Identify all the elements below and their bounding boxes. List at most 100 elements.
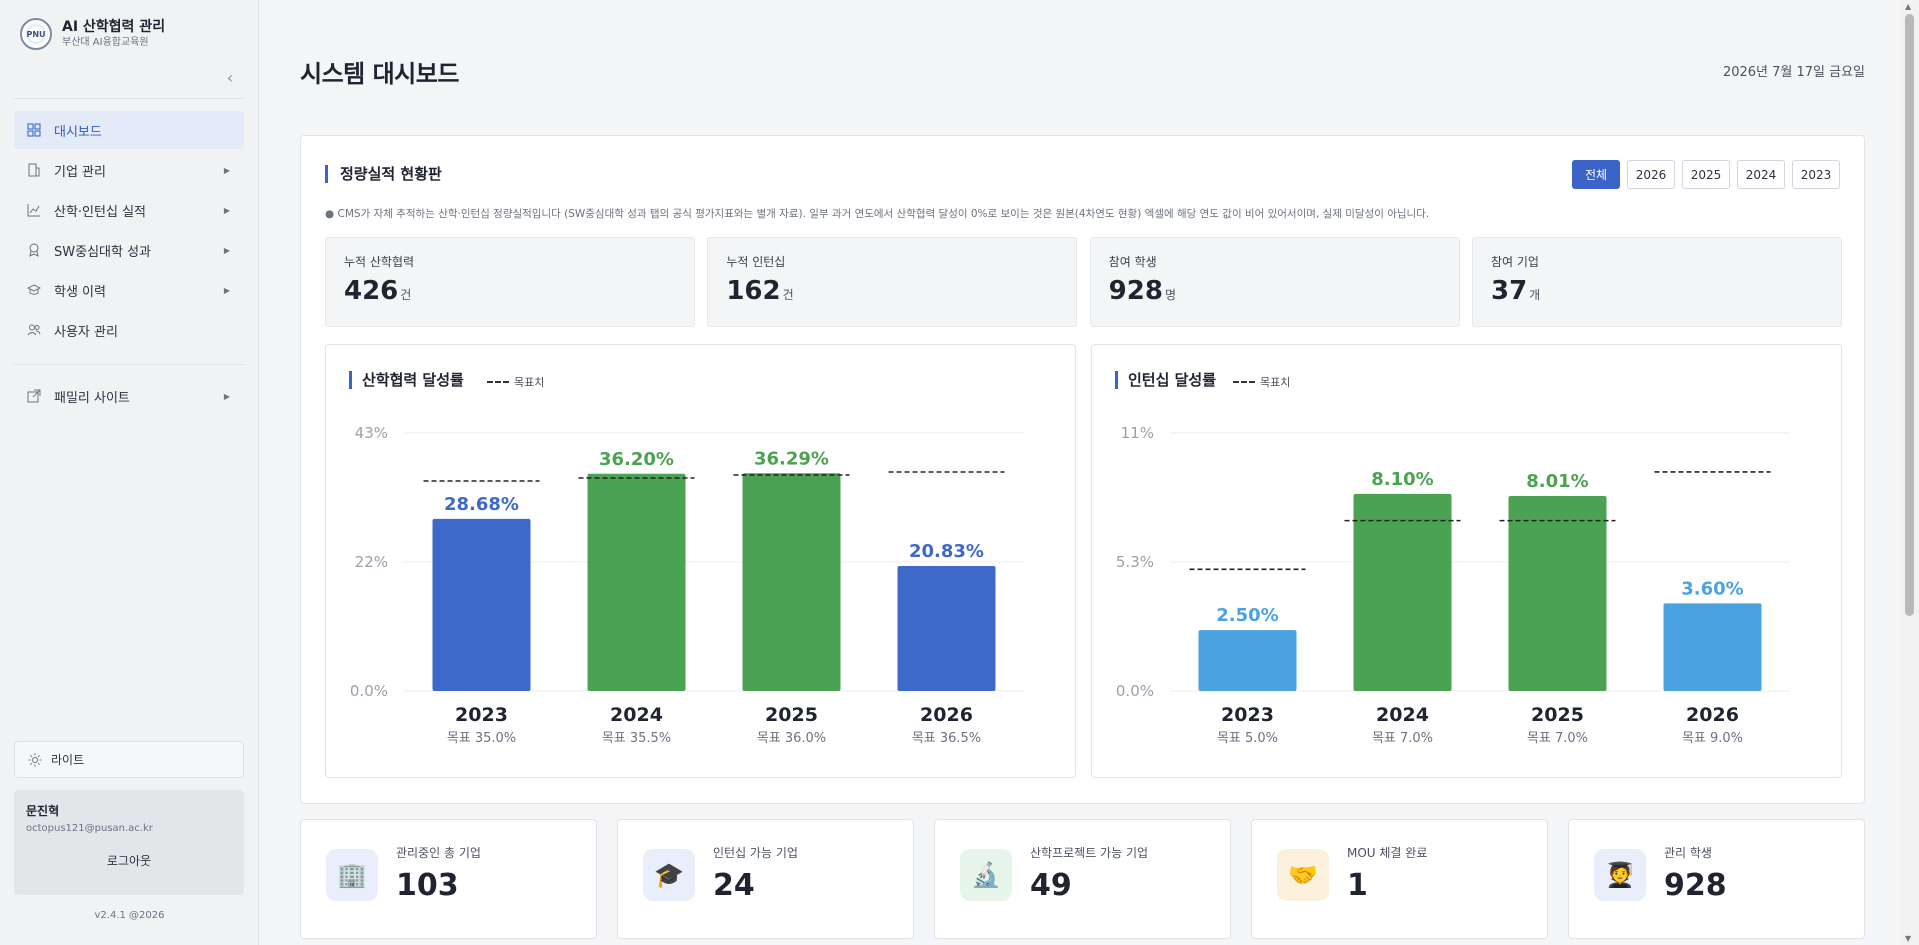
year-tab-2025[interactable]: 2025: [1682, 160, 1730, 189]
divider: [14, 364, 244, 365]
bar[interactable]: [587, 473, 686, 691]
grid-icon: [26, 122, 42, 138]
sidebar-nav: 대시보드 기업 관리 ▶ 산학·인턴십 실적 ▶ SW중심대학 성과 ▶: [14, 111, 244, 351]
x-tick-label: 2025: [765, 704, 818, 726]
theme-label: 라이트: [51, 753, 85, 767]
sidebar-item-sw-outcomes[interactable]: SW중심대학 성과 ▶: [14, 231, 244, 269]
bar-value-label: 20.83%: [909, 541, 984, 562]
building-icon: 🏢: [326, 849, 378, 901]
bar[interactable]: [1353, 493, 1452, 691]
award-icon: [26, 242, 42, 258]
logout-button[interactable]: 로그아웃: [106, 854, 152, 868]
summary-card-mou[interactable]: 🤝 MOU 체결 완료 1: [1251, 819, 1548, 939]
user-email: octopus121@pusan.ac.kr: [26, 823, 153, 834]
building-icon: [26, 162, 42, 178]
bar-value-label: 28.68%: [444, 494, 519, 515]
stat-card: 누적 산학협력 426 건: [325, 237, 695, 327]
year-tab-all[interactable]: 전체: [1572, 160, 1620, 189]
bar-value-label: 2.50%: [1216, 605, 1278, 626]
stat-row: 누적 산학협력 426 건 누적 인턴십 162 건 참여 학생 928 명 참여 기…: [325, 237, 1842, 327]
legend-dash-icon: [1233, 381, 1255, 383]
bar[interactable]: [1663, 603, 1762, 691]
target-label: 목표 7.0%: [1372, 731, 1433, 746]
y-tick-label: 11%: [1121, 424, 1154, 442]
student-icon: 🧑‍🎓: [1594, 849, 1646, 901]
caret-right-icon: ▶: [223, 165, 230, 175]
summary-card-internship[interactable]: 🎓 인턴십 가능 기업 24: [617, 819, 914, 939]
user-profile: 문진혁 octopus121@pusan.ac.kr 로그아웃: [14, 790, 244, 895]
stat-card: 참여 학생 928 명: [1089, 237, 1460, 327]
sidebar-item-performance[interactable]: 산학·인턴십 실적 ▶: [14, 191, 244, 229]
bar[interactable]: [742, 473, 841, 691]
brand[interactable]: PNU AI 산학협력 관리 부산대 AI융합교육원: [20, 18, 165, 50]
sidebar-item-label: 기업 관리: [54, 164, 106, 180]
chart-legend: 목표치: [487, 374, 544, 390]
panel-note: ● CMS가 자체 추적하는 산학·인턴십 정량실적입니다 (SW중심대학 성과…: [325, 208, 1430, 220]
bar[interactable]: [1198, 630, 1297, 691]
summary-card-projects[interactable]: 🔬 산학프로젝트 가능 기업 49: [934, 819, 1231, 939]
scroll-up-icon[interactable]: ▲: [1905, 2, 1912, 11]
target-label: 목표 36.5%: [912, 731, 981, 746]
divider: [14, 98, 244, 99]
sidebar-item-label: 사용자 관리: [54, 324, 118, 340]
panel-title: 정량실적 현황판: [325, 165, 442, 183]
bar[interactable]: [897, 566, 996, 691]
card-label: 관리 학생: [1664, 846, 1712, 860]
caret-right-icon: ▶: [223, 391, 230, 401]
year-tab-2024[interactable]: 2024: [1737, 160, 1785, 189]
legend-label: 목표치: [514, 376, 545, 389]
stat-unit: 건: [400, 288, 412, 302]
sidebar: PNU AI 산학협력 관리 부산대 AI융합교육원 ‹ 대시보드 기업 관리 …: [0, 0, 259, 945]
bar-value-label: 8.01%: [1526, 471, 1588, 492]
stat-value: 426: [344, 276, 399, 306]
x-tick-label: 2024: [610, 704, 663, 726]
summary-card-students[interactable]: 🧑‍🎓 관리 학생 928: [1568, 819, 1865, 939]
year-filter: 전체 2026 2025 2024 2023: [1565, 160, 1840, 189]
stat-label: 누적 산학협력: [344, 255, 415, 269]
card-label: 산학프로젝트 가능 기업: [1030, 846, 1149, 860]
x-tick-label: 2024: [1376, 704, 1429, 726]
family-site-section: 패밀리 사이트 ▶: [14, 377, 244, 417]
summary-card-companies[interactable]: 🏢 관리중인 총 기업 103: [300, 819, 597, 939]
chevron-left-icon[interactable]: ‹: [226, 68, 234, 87]
external-link-icon: [26, 388, 42, 404]
y-tick-label: 5.3%: [1116, 553, 1154, 571]
sidebar-item-users[interactable]: 사용자 관리: [14, 311, 244, 349]
scroll-down-icon[interactable]: ▼: [1905, 934, 1912, 943]
caret-right-icon: ▶: [223, 245, 230, 255]
page-title: 시스템 대시보드: [300, 60, 459, 88]
sidebar-item-label: 학생 이력: [54, 284, 106, 300]
card-label: 인턴십 가능 기업: [713, 846, 798, 860]
sidebar-item-label: 패밀리 사이트: [54, 390, 130, 406]
page-scrollbar[interactable]: ▲ ▼: [1900, 0, 1919, 945]
year-tab-2023[interactable]: 2023: [1792, 160, 1840, 189]
stat-value: 928: [1108, 276, 1163, 306]
sidebar-item-family-site[interactable]: 패밀리 사이트 ▶: [14, 377, 244, 415]
caret-right-icon: ▶: [223, 205, 230, 215]
bar-value-label: 8.10%: [1371, 469, 1433, 490]
bar[interactable]: [432, 518, 531, 691]
sun-icon: [27, 752, 43, 768]
chart-title: 산학협력 달성률: [349, 371, 464, 389]
sidebar-item-companies[interactable]: 기업 관리 ▶: [14, 151, 244, 189]
theme-toggle-button[interactable]: 라이트: [14, 741, 244, 778]
scrollbar-thumb[interactable]: [1905, 14, 1914, 616]
bar-value-label: 36.20%: [599, 449, 674, 470]
internship-chart: 0.0% 5.3% 11% 2.50% 2023 목표 5.0% 8.10% 2024 목표 7…: [1116, 424, 1790, 746]
y-tick-label: 0.0%: [1116, 682, 1154, 700]
sidebar-item-dashboard[interactable]: 대시보드: [14, 111, 244, 149]
stat-card: 누적 인턴십 162 건: [707, 237, 1078, 327]
year-tab-2026[interactable]: 2026: [1627, 160, 1675, 189]
sidebar-item-label: SW중심대학 성과: [54, 244, 151, 260]
sidebar-item-student-history[interactable]: 학생 이력 ▶: [14, 271, 244, 309]
card-value: 928: [1664, 868, 1727, 903]
x-tick-label: 2023: [1221, 704, 1274, 726]
app-title: AI 산학협력 관리: [62, 19, 166, 35]
y-tick-label: 0.0%: [350, 682, 388, 700]
bar[interactable]: [1508, 496, 1607, 691]
target-label: 목표 35.5%: [602, 731, 671, 746]
legend-dash-icon: [487, 381, 509, 383]
y-tick-label: 43%: [355, 424, 388, 442]
chart-card-internship: 0.0% 5.3% 11% 2.50% 2023 목표 5.0% 8.10% 2024 목표 7…: [1091, 344, 1842, 778]
card-value: 1: [1347, 868, 1368, 903]
